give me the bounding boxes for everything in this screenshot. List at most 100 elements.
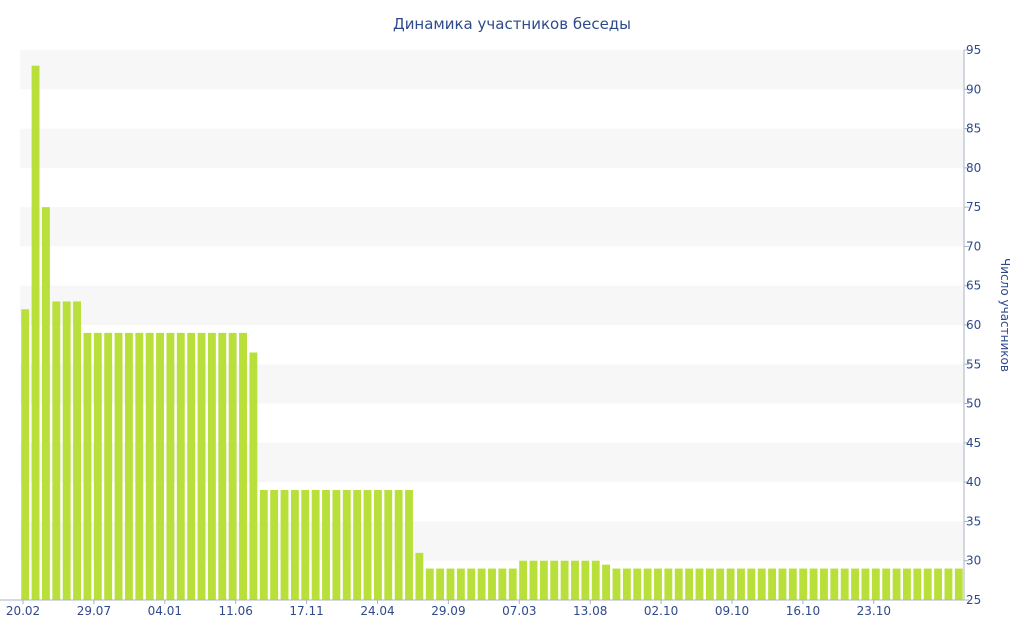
labels-group: 25 30 35 40 45 50 55 60 65 70 75 80 85 90 95 20.02 29.07…: [6, 43, 981, 618]
bar: [446, 568, 455, 600]
y-tick-label: 85: [966, 122, 981, 136]
bar: [353, 490, 362, 600]
bar: [436, 568, 445, 600]
bar: [239, 332, 247, 600]
bar: [539, 560, 548, 600]
bar: [560, 560, 569, 600]
bar: [373, 490, 382, 600]
bar: [21, 309, 30, 600]
bar: [425, 568, 434, 600]
bar: [882, 568, 891, 600]
bar: [747, 568, 756, 600]
bar: [249, 352, 258, 600]
axes-group: [0, 49, 969, 604]
bar: [218, 332, 227, 600]
y-tick-label: 40: [966, 475, 981, 489]
bar: [270, 490, 279, 600]
y-tick-label: 70: [966, 239, 981, 253]
bar: [73, 301, 81, 600]
bar: [124, 332, 133, 600]
bar: [861, 568, 870, 600]
x-tick-label: 07.03: [502, 604, 536, 618]
bar: [664, 568, 673, 600]
bar: [405, 490, 413, 600]
x-tick-label: 29.09: [431, 604, 465, 618]
grid-band: [20, 128, 964, 168]
bar: [31, 65, 40, 600]
x-tick-label: 11.06: [219, 604, 253, 618]
bar: [529, 560, 538, 600]
bar: [923, 568, 932, 600]
bar: [830, 568, 839, 600]
bar: [384, 490, 393, 600]
bar: [602, 564, 611, 600]
bar: [280, 490, 289, 600]
bar: [104, 332, 113, 600]
bar: [207, 332, 216, 600]
bar: [954, 568, 963, 600]
bar: [799, 568, 808, 600]
bar: [851, 568, 860, 600]
bar: [591, 560, 600, 600]
bar: [342, 490, 351, 600]
bar: [187, 332, 196, 600]
bar: [571, 560, 579, 600]
bar: [934, 568, 942, 600]
bar: [871, 568, 880, 600]
bar: [114, 332, 123, 600]
bar: [52, 301, 61, 600]
x-tick-label: 02.10: [644, 604, 678, 618]
x-tick-label: 09.10: [715, 604, 749, 618]
bar: [363, 490, 372, 600]
bar: [62, 301, 71, 600]
x-tick-label: 13.08: [573, 604, 607, 618]
bar: [903, 568, 911, 600]
bar: [93, 332, 102, 600]
bar: [290, 490, 299, 600]
bar: [550, 560, 559, 600]
bar: [768, 568, 777, 600]
bar: [322, 490, 330, 600]
bar: [467, 568, 476, 600]
bar: [581, 560, 590, 600]
bar: [519, 560, 528, 600]
y-tick-label: 45: [966, 436, 981, 450]
bar: [892, 568, 901, 600]
bar: [695, 568, 704, 600]
bar: [197, 332, 206, 600]
bar: [498, 568, 507, 600]
bar: [477, 568, 486, 600]
y-tick-label: 75: [966, 200, 981, 214]
bar: [654, 568, 662, 600]
bar: [166, 332, 175, 600]
grid-band: [20, 207, 964, 247]
bar: [622, 568, 631, 600]
bar: [156, 332, 164, 600]
bar: [944, 568, 953, 600]
bar: [685, 568, 694, 600]
bar: [41, 207, 50, 600]
x-tick-label: 04.01: [148, 604, 182, 618]
bar: [135, 332, 144, 600]
bar: [726, 568, 735, 600]
bar: [705, 568, 714, 600]
bar: [809, 568, 818, 600]
y-tick-label: 95: [966, 43, 981, 57]
x-tick-label: 23.10: [857, 604, 891, 618]
bar: [259, 490, 268, 600]
bar: [332, 490, 341, 600]
y-tick-label: 80: [966, 161, 981, 175]
x-tick-label: 17.11: [289, 604, 323, 618]
bar: [778, 568, 787, 600]
y-tick-label: 25: [966, 593, 981, 607]
y-tick-label: 90: [966, 82, 981, 96]
bar: [913, 568, 922, 600]
grid-band: [20, 285, 964, 325]
bar: [788, 568, 797, 600]
x-tick-label: 16.10: [786, 604, 820, 618]
bar: [301, 490, 310, 600]
x-tick-label: 20.02: [6, 604, 40, 618]
bar: [415, 552, 424, 600]
bar: [820, 568, 828, 600]
bar: [674, 568, 683, 600]
